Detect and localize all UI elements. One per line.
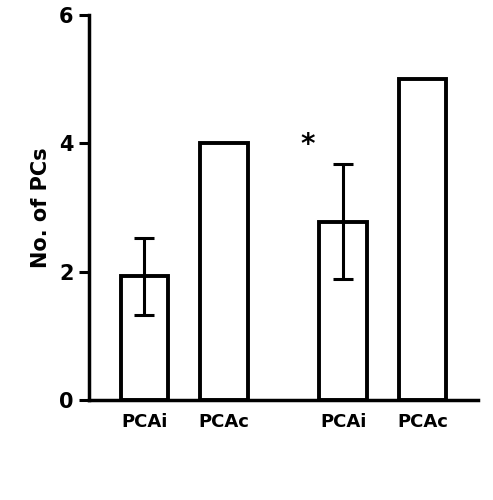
Bar — [200, 144, 247, 400]
Bar — [120, 276, 168, 400]
Bar — [399, 79, 447, 400]
Bar — [319, 222, 367, 400]
Text: *: * — [300, 130, 315, 158]
Y-axis label: No. of PCs: No. of PCs — [31, 147, 51, 268]
